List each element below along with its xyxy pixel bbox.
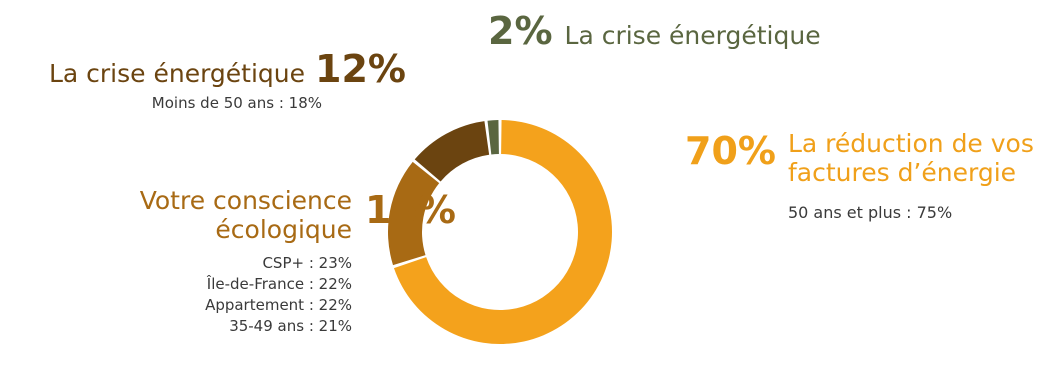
slice-name-text: Votre conscience écologique	[139, 186, 352, 244]
donut-slice-12pct	[414, 121, 490, 182]
slice-detail-label: 50 ans et plus : 75%	[787, 202, 953, 222]
slice-value-label: 70%	[685, 129, 776, 173]
slice-label-70pct: 70% La réduction de vos factures d’énergi…	[685, 129, 1034, 223]
slice-name-line: factures d’énergie	[787, 157, 1017, 187]
slice-value-label: 12%	[315, 47, 406, 91]
donut-slice-70pct	[393, 120, 613, 345]
slice-label-2pct: 2% La crise énergétique	[488, 12, 821, 51]
slice-name-line: La réduction de vos	[787, 129, 1034, 158]
slice-value-label: 16%	[365, 188, 456, 232]
slice-name-label: La réduction de vos factures d’énergie	[787, 129, 1034, 188]
slice-detail-label: Appartement : 22%	[205, 295, 352, 314]
slice-label-12pct: La crise énergétique 12% Moins de 50 ans…	[49, 50, 406, 114]
slice-name-label: La crise énergétique	[48, 59, 306, 88]
slice-detail-label: Moins de 50 ans : 18%	[151, 93, 322, 112]
slice-value-label: 2%	[488, 9, 553, 53]
slice-detail-label: 35-49 ans : 21%	[229, 316, 352, 335]
slice-detail-label: CSP+ : 23%	[262, 253, 352, 272]
slice-name-label: Votre conscience écologique	[139, 186, 352, 245]
donut-slice-16pct	[388, 161, 440, 266]
slice-name-label: La crise énergétique	[564, 21, 821, 50]
slice-label-16pct: Votre conscience écologique 16% CSP+ : 23…	[139, 186, 456, 337]
slice-detail-label: Île-de-France : 22%	[206, 274, 352, 293]
donut-slice-2pct	[487, 120, 499, 155]
slice-details: CSP+ : 23% Île-de-France : 22% Apparteme…	[205, 253, 352, 337]
